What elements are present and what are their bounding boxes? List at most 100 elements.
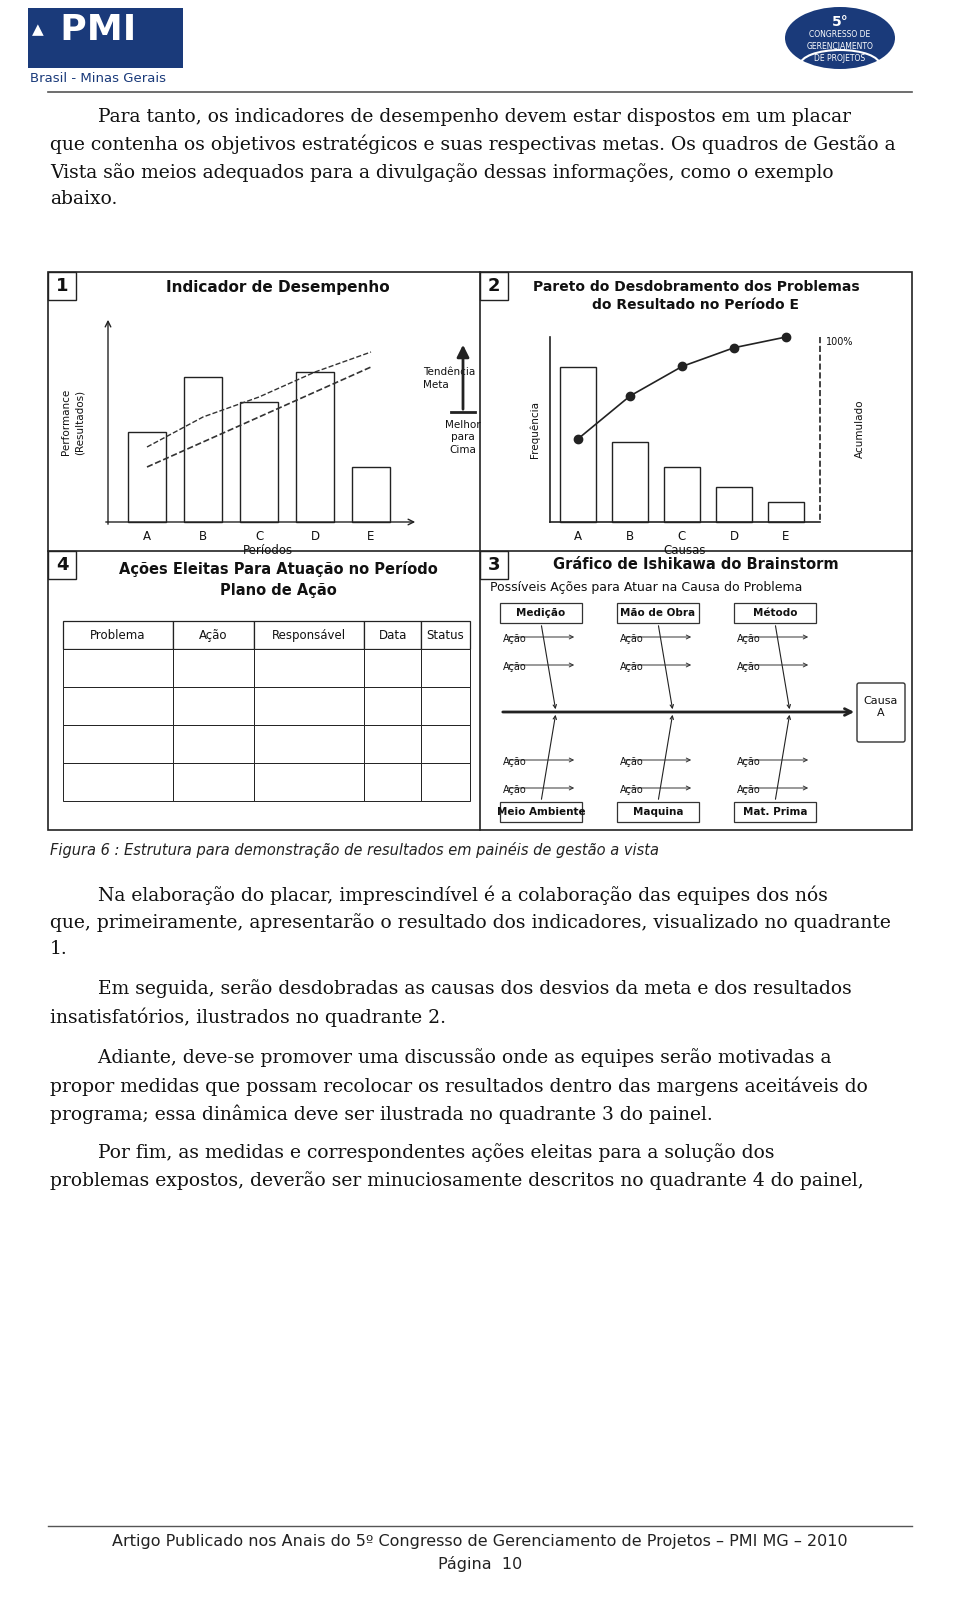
Text: Ação: Ação (620, 662, 644, 671)
Bar (364, 621, 421, 649)
Bar (612, 443, 648, 522)
Text: ▲: ▲ (32, 23, 44, 37)
Bar (128, 431, 166, 522)
Bar (500, 802, 582, 823)
Text: B: B (199, 530, 207, 543)
Text: Ação: Ação (620, 757, 644, 766)
Text: Status: Status (426, 628, 465, 641)
Bar (421, 649, 470, 687)
Text: Adiante, deve-se promover uma discussão onde as equipes serão motivadas a
propor: Adiante, deve-se promover uma discussão … (50, 1048, 868, 1124)
Bar (254, 621, 364, 649)
Text: A: A (143, 530, 151, 543)
Text: Para tanto, os indicadores de desempenho devem estar dispostos em um placar
que : Para tanto, os indicadores de desempenho… (50, 108, 896, 208)
Text: Possíveis Ações para Atuar na Causa do Problema: Possíveis Ações para Atuar na Causa do P… (490, 581, 803, 594)
Text: Causa
A: Causa A (864, 696, 899, 718)
Text: Brasil - Minas Gerais: Brasil - Minas Gerais (30, 72, 166, 85)
Bar (254, 763, 364, 802)
Text: Ação: Ação (503, 662, 527, 671)
Bar (63, 687, 173, 724)
Bar (352, 467, 390, 522)
Text: Melhor
para
Cima: Melhor para Cima (445, 420, 481, 454)
Text: Mat. Prima: Mat. Prima (743, 807, 807, 816)
Bar (48, 272, 76, 299)
Text: Ação: Ação (620, 786, 644, 795)
Text: Causas: Causas (663, 544, 707, 557)
Text: 100%: 100% (826, 336, 853, 348)
Text: D: D (730, 530, 738, 543)
Text: PMI: PMI (35, 13, 136, 47)
Text: Ação: Ação (620, 634, 644, 644)
Text: Data: Data (378, 628, 407, 641)
Text: 4: 4 (56, 555, 68, 575)
Bar (173, 724, 254, 763)
Bar (48, 551, 76, 580)
Bar (184, 377, 222, 522)
Text: C: C (254, 530, 263, 543)
Bar (421, 687, 470, 724)
Text: Método: Método (753, 609, 797, 618)
Bar (173, 763, 254, 802)
Text: B: B (626, 530, 634, 543)
Text: Acumulado: Acumulado (855, 399, 865, 459)
Text: E: E (782, 530, 790, 543)
Text: 1: 1 (56, 277, 68, 295)
Bar (254, 687, 364, 724)
Bar (480, 551, 508, 580)
Text: Frequência: Frequência (530, 401, 540, 457)
Text: Ação: Ação (503, 757, 527, 766)
Text: A: A (574, 530, 582, 543)
Text: Figura 6 : Estrutura para demonstração de resultados em painéis de gestão a vist: Figura 6 : Estrutura para demonstração d… (50, 842, 659, 858)
Bar (768, 502, 804, 522)
Bar (296, 372, 334, 522)
FancyBboxPatch shape (857, 683, 905, 742)
Bar (173, 687, 254, 724)
Ellipse shape (785, 6, 895, 69)
Text: Medição: Medição (516, 609, 565, 618)
Bar (63, 763, 173, 802)
Bar (254, 649, 364, 687)
Text: C: C (678, 530, 686, 543)
Bar (240, 402, 278, 522)
Text: Responsável: Responsável (273, 628, 347, 641)
Text: Em seguida, serão desdobradas as causas dos desvios da meta e dos resultados
ins: Em seguida, serão desdobradas as causas … (50, 979, 852, 1027)
Text: Meio Ambiente: Meio Ambiente (496, 807, 586, 816)
Bar (48, 272, 912, 831)
Bar (364, 724, 421, 763)
Text: Artigo Publicado nos Anais do 5º Congresso de Gerenciamento de Projetos – PMI MG: Artigo Publicado nos Anais do 5º Congres… (112, 1534, 848, 1549)
Bar (364, 763, 421, 802)
Bar (63, 724, 173, 763)
Text: Ação: Ação (503, 786, 527, 795)
Text: Ação: Ação (503, 634, 527, 644)
Text: Página  10: Página 10 (438, 1555, 522, 1571)
Text: Ação: Ação (737, 786, 760, 795)
Text: Pareto do Desdobramento dos Problemas
do Resultado no Período E: Pareto do Desdobramento dos Problemas do… (533, 280, 859, 312)
Text: CONGRESSO DE
GERENCIAMENTO
DE PROJETOS: CONGRESSO DE GERENCIAMENTO DE PROJETOS (806, 31, 874, 63)
Bar (254, 724, 364, 763)
Bar (173, 649, 254, 687)
Bar (617, 604, 699, 623)
Bar (734, 604, 816, 623)
Text: Ação: Ação (737, 662, 760, 671)
Bar (716, 486, 752, 522)
Text: Por fim, as medidas e correspondentes ações eleitas para a solução dos
problemas: Por fim, as medidas e correspondentes aç… (50, 1143, 864, 1190)
Text: Indicador de Desempenho: Indicador de Desempenho (166, 280, 390, 295)
Text: Períodos: Períodos (243, 544, 293, 557)
Bar (500, 604, 582, 623)
Text: Ação: Ação (737, 634, 760, 644)
Bar (664, 467, 700, 522)
Text: Na elaboração do placar, imprescindível é a colaboração das equipes dos nós
que,: Na elaboração do placar, imprescindível … (50, 886, 891, 958)
Text: 2: 2 (488, 277, 500, 295)
Text: Ações Eleitas Para Atuação no Período
Plano de Ação: Ações Eleitas Para Atuação no Período Pl… (119, 560, 438, 597)
Bar (421, 724, 470, 763)
Text: Tendência
Meta: Tendência Meta (423, 367, 475, 390)
Bar (421, 621, 470, 649)
Bar (173, 621, 254, 649)
Text: 3: 3 (488, 555, 500, 575)
Text: D: D (310, 530, 320, 543)
Text: Gráfico de Ishikawa do Brainstorm: Gráfico de Ishikawa do Brainstorm (553, 557, 839, 572)
Text: Problema: Problema (90, 628, 146, 641)
Text: Maquina: Maquina (633, 807, 684, 816)
Text: 5°: 5° (831, 14, 849, 29)
Bar (421, 763, 470, 802)
Bar (364, 687, 421, 724)
